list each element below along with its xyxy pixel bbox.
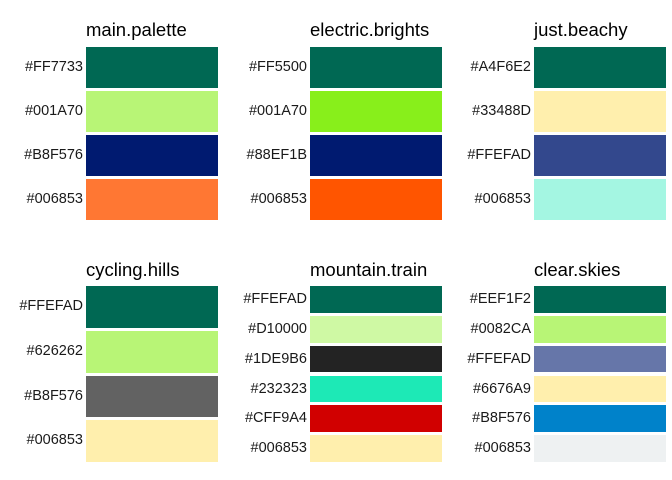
palette-row: #626262: [10, 330, 220, 373]
palette-panel: electric.brights #FF5500 #001A70 #88EF1B #00…: [234, 20, 444, 220]
color-swatch: [310, 135, 442, 176]
hex-label: #FFEFAD: [19, 298, 83, 314]
color-swatch: [534, 179, 666, 220]
color-swatch: [86, 91, 218, 132]
color-swatch: [310, 375, 442, 403]
color-swatch: [310, 405, 442, 433]
hex-label: #0082CA: [470, 320, 531, 337]
panel-title: electric.brights: [310, 19, 430, 40]
color-swatch: [534, 91, 666, 132]
hex-label: #FFEFAD: [243, 291, 307, 307]
palette-row: #FF7733: [10, 47, 220, 88]
color-swatch: [86, 179, 218, 220]
hex-label: #006853: [250, 191, 307, 207]
color-swatch: [310, 286, 442, 313]
panel-title: mountain.train: [310, 259, 428, 280]
hex-label: #001A70: [24, 103, 83, 119]
palette-row: #D10000: [234, 315, 444, 343]
palette-row: #88EF1B: [234, 135, 444, 176]
palette-row: #1DE9B6: [234, 345, 444, 373]
hex-label: #006853: [250, 440, 307, 457]
color-swatch: [86, 330, 218, 373]
color-swatch: [534, 405, 666, 433]
panel-title: cycling.hills: [86, 259, 180, 280]
panel-title: just.beachy: [534, 19, 628, 40]
hex-label: #FF7733: [24, 59, 83, 75]
palette-row: #0082CA: [458, 315, 668, 343]
color-swatch: [310, 91, 442, 132]
palette-row: #006853: [234, 435, 444, 462]
color-swatch: [310, 435, 442, 462]
palette-row: #FFEFAD: [458, 345, 668, 373]
palette-row: #006853: [458, 435, 668, 462]
hex-label: #B8F576: [24, 387, 83, 404]
color-swatch: [534, 286, 666, 313]
panel-title: clear.skies: [534, 259, 621, 280]
palette-row: #6676A9: [458, 375, 668, 403]
palette-row: #FF5500: [234, 47, 444, 88]
hex-label: #FF5500: [248, 59, 307, 75]
palette-row: #B8F576: [10, 375, 220, 418]
color-swatch: [86, 135, 218, 176]
hex-label: #B8F576: [472, 410, 531, 427]
palette-panel: main.palette #FF7733 #001A70 #B8F576 #006853: [10, 20, 220, 220]
palette-panel: just.beachy #A4F6E2 #33488D #FFEFAD #006853: [458, 20, 668, 220]
palette-row: #FFEFAD: [458, 135, 668, 176]
color-swatch: [86, 420, 218, 462]
color-swatch: [534, 435, 666, 462]
palette-row: #B8F576: [458, 405, 668, 433]
hex-label: #EEF1F2: [469, 291, 531, 307]
hex-label: #626262: [26, 342, 83, 359]
hex-label: #1DE9B6: [244, 350, 307, 367]
palette-row: #006853: [458, 179, 668, 220]
palette-panel: mountain.train #FFEFAD #D10000 #1DE9B6 #2323…: [234, 260, 444, 462]
hex-label: #006853: [26, 191, 83, 207]
hex-label: #B8F576: [24, 147, 83, 163]
palette-row: #006853: [234, 179, 444, 220]
palette-row: #232323: [234, 375, 444, 403]
palette-row: #006853: [10, 179, 220, 220]
palette-row: #001A70: [234, 91, 444, 132]
palette-row: #B8F576: [10, 135, 220, 176]
hex-label: #006853: [474, 191, 531, 207]
hex-label: #006853: [26, 432, 83, 449]
color-swatch: [534, 315, 666, 343]
color-swatch: [310, 47, 442, 88]
color-swatch: [86, 375, 218, 418]
color-swatch: [534, 135, 666, 176]
palette-row: #006853: [10, 420, 220, 462]
palette-row: #FFEFAD: [234, 286, 444, 313]
hex-label: #232323: [250, 380, 307, 397]
color-swatch: [86, 47, 218, 88]
color-swatch: [534, 345, 666, 373]
hex-label: #D10000: [248, 320, 307, 337]
color-swatch: [310, 315, 442, 343]
hex-label: #001A70: [248, 103, 307, 119]
color-swatch: [534, 375, 666, 403]
color-swatch: [310, 179, 442, 220]
palette-row: #CFF9A4: [234, 405, 444, 433]
hex-label: #A4F6E2: [470, 59, 531, 75]
panel-title: main.palette: [86, 19, 187, 40]
hex-label: #006853: [474, 440, 531, 457]
color-swatch: [86, 286, 218, 328]
palette-row: #001A70: [10, 91, 220, 132]
hex-label: #6676A9: [472, 380, 531, 397]
color-swatch: [534, 47, 666, 88]
hex-label: #88EF1B: [246, 147, 307, 163]
hex-label: #FFEFAD: [467, 350, 531, 367]
hex-label: #33488D: [472, 103, 531, 119]
palette-row: #EEF1F2: [458, 286, 668, 313]
hex-label: #FFEFAD: [467, 147, 531, 163]
palette-panel: clear.skies #EEF1F2 #0082CA #FFEFAD #6676A9 #…: [458, 260, 668, 462]
palette-row: #A4F6E2: [458, 47, 668, 88]
palette-row: #FFEFAD: [10, 286, 220, 328]
palette-panel: cycling.hills #FFEFAD #626262 #B8F576 #00685…: [10, 260, 220, 462]
hex-label: #CFF9A4: [244, 410, 307, 427]
color-swatch: [310, 345, 442, 373]
palette-row: #33488D: [458, 91, 668, 132]
